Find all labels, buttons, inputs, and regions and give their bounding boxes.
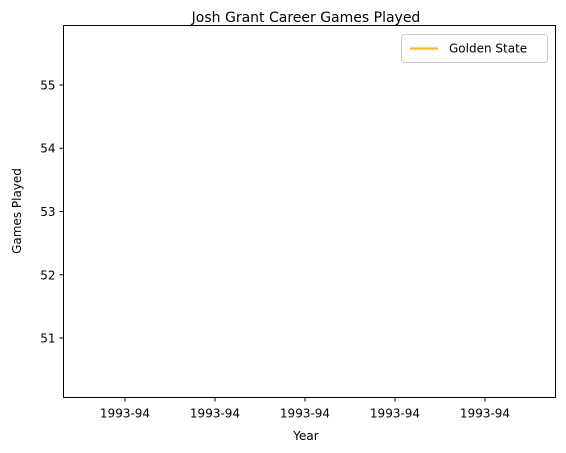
plot-area: [63, 25, 556, 398]
y-tick-label: 55: [40, 78, 55, 92]
x-tick-label: 1993-94: [370, 407, 420, 421]
legend: Golden State: [401, 34, 548, 63]
y-axis: 51 52 53 54 55: [40, 78, 64, 346]
y-tick-label: 54: [40, 142, 55, 156]
chart-title: Josh Grant Career Games Played: [191, 10, 421, 26]
y-axis-label: Games Played: [10, 168, 24, 254]
y-tick-label: 52: [40, 268, 55, 282]
legend-label-golden-state: Golden State: [449, 42, 527, 56]
x-axis-label: Year: [292, 429, 318, 443]
legend-box: [401, 34, 548, 63]
x-axis: 1993-94 1993-94 1993-94 1993-94 1993-94: [100, 397, 510, 421]
x-tick-label: 1993-94: [100, 407, 150, 421]
y-tick-label: 51: [40, 332, 55, 346]
plot-frame: [63, 25, 556, 398]
x-tick-label: 1993-94: [190, 407, 240, 421]
x-tick-label: 1993-94: [280, 407, 330, 421]
x-tick-label: 1993-94: [460, 407, 510, 421]
y-tick-label: 53: [40, 205, 55, 219]
